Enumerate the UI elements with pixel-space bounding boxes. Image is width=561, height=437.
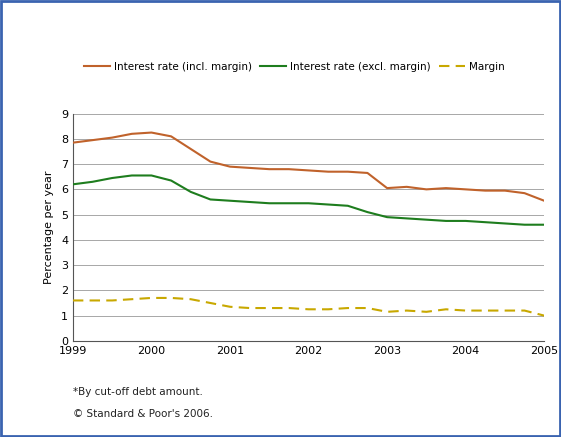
- Text: *By cut-off debt amount.: *By cut-off debt amount.: [73, 387, 203, 397]
- Text: © Standard & Poor's 2006.: © Standard & Poor's 2006.: [73, 409, 213, 419]
- Text: Chart 1: Weighted-Average Interest Rate, Interest Rate Before Margin, and Loan
M: Chart 1: Weighted-Average Interest Rate,…: [10, 26, 561, 55]
- Legend: Interest rate (incl. margin), Interest rate (excl. margin), Margin: Interest rate (incl. margin), Interest r…: [80, 58, 509, 76]
- Y-axis label: Percentage per year: Percentage per year: [44, 170, 54, 284]
